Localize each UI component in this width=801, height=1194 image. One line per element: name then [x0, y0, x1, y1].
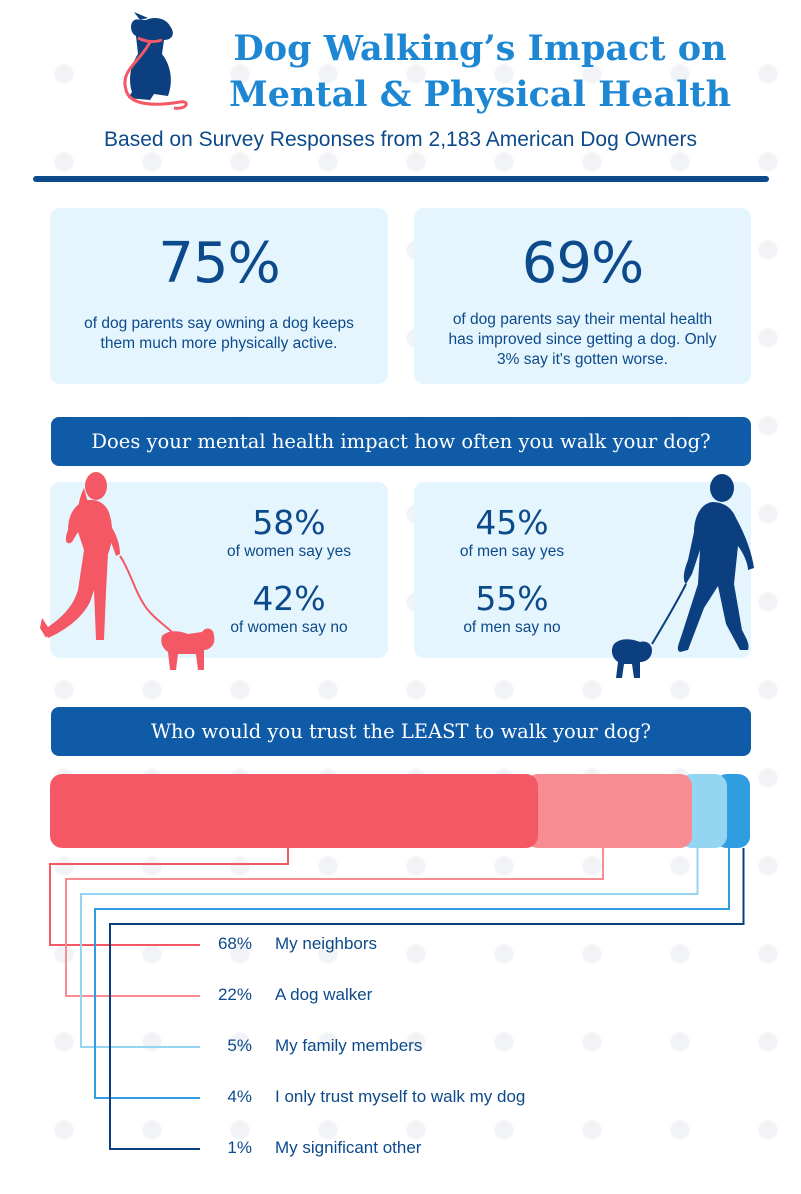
- men-stats: 45% of men say yes 55% of men say no: [433, 504, 591, 638]
- chart-legend: 68% My neighbors 22% A dog walker 5% My famil…: [0, 930, 801, 1170]
- legend-row: 22% A dog walker: [192, 985, 372, 1005]
- woman-walking-dog-illustration-icon: [40, 472, 215, 670]
- stat-description-line: of dog parents say owning a dog keeps: [84, 315, 354, 332]
- women-no-value: 42%: [252, 579, 326, 618]
- stat-description: of dog parents say owning a dog keeps th…: [50, 314, 388, 354]
- stat-card-physical: 75% of dog parents say owning a dog keep…: [50, 208, 388, 384]
- bar-segment-1: [50, 774, 538, 848]
- dog-leash-logo-icon: [123, 12, 188, 110]
- stat-description-line: 3% say it's gotten worse.: [497, 351, 668, 368]
- legend-label: My significant other: [275, 1138, 422, 1157]
- legend-label: I only trust myself to walk my dog: [275, 1087, 526, 1106]
- legend-value: 22%: [217, 985, 252, 1004]
- legend-value: 4%: [227, 1087, 252, 1106]
- legend-row: 1% My significant other: [192, 1138, 421, 1158]
- question-banner-mental-health: Does your mental health impact how often…: [51, 417, 751, 466]
- women-stats: 58% of women say yes 42% of women say no: [210, 504, 368, 638]
- bar-segment-2: [526, 774, 692, 848]
- men-no-value: 55%: [475, 579, 549, 618]
- men-yes-label: of men say yes: [459, 543, 565, 560]
- title-line-1: Dog Walking’s Impact on: [233, 28, 727, 69]
- stat-description: of dog parents say their mental health h…: [414, 310, 751, 370]
- legend-row: 68% My neighbors: [192, 934, 377, 954]
- question-banner-trust-least: Who would you trust the LEAST to walk yo…: [51, 707, 751, 756]
- page-subtitle: Based on Survey Responses from 2,183 Ame…: [104, 128, 697, 151]
- men-yes-value: 45%: [475, 503, 549, 542]
- legend-row: 5% My family members: [192, 1036, 422, 1056]
- connector-line-1: [49, 848, 289, 946]
- title-line-2: Mental & Physical Health: [228, 74, 732, 115]
- legend-label: My family members: [275, 1036, 423, 1055]
- connector-line-3: [80, 848, 699, 1048]
- men-no-label: of men say no: [463, 619, 561, 636]
- women-no-label: of women say no: [230, 619, 348, 636]
- stat-card-mental: 69% of dog parents say their mental heal…: [414, 208, 751, 384]
- legend-value: 68%: [217, 934, 252, 953]
- legend-label: My neighbors: [275, 934, 378, 953]
- connector-line-5: [109, 848, 745, 1150]
- stat-description-line: them much more physically active.: [100, 335, 338, 352]
- legend-value: 5%: [227, 1036, 252, 1055]
- header-divider: [33, 176, 769, 182]
- connector-line-4: [94, 848, 730, 1099]
- trust-least-stacked-bar-chart: [49, 774, 750, 1150]
- legend-row: 4% I only trust myself to walk my dog: [192, 1087, 525, 1107]
- legend-value: 1%: [227, 1138, 252, 1157]
- man-walking-dog-illustration-icon: [611, 474, 754, 678]
- legend-label: A dog walker: [275, 985, 373, 1004]
- women-yes-label: of women say yes: [226, 543, 352, 560]
- women-yes-value: 58%: [252, 503, 326, 542]
- stat-description-line: of dog parents say their mental health: [452, 311, 713, 328]
- stat-value: 75%: [158, 231, 280, 296]
- page-title: Dog Walking’s Impact on Mental & Physica…: [200, 26, 760, 118]
- stat-value: 69%: [521, 231, 644, 296]
- stat-description-line: has improved since getting a dog. Only: [448, 331, 717, 348]
